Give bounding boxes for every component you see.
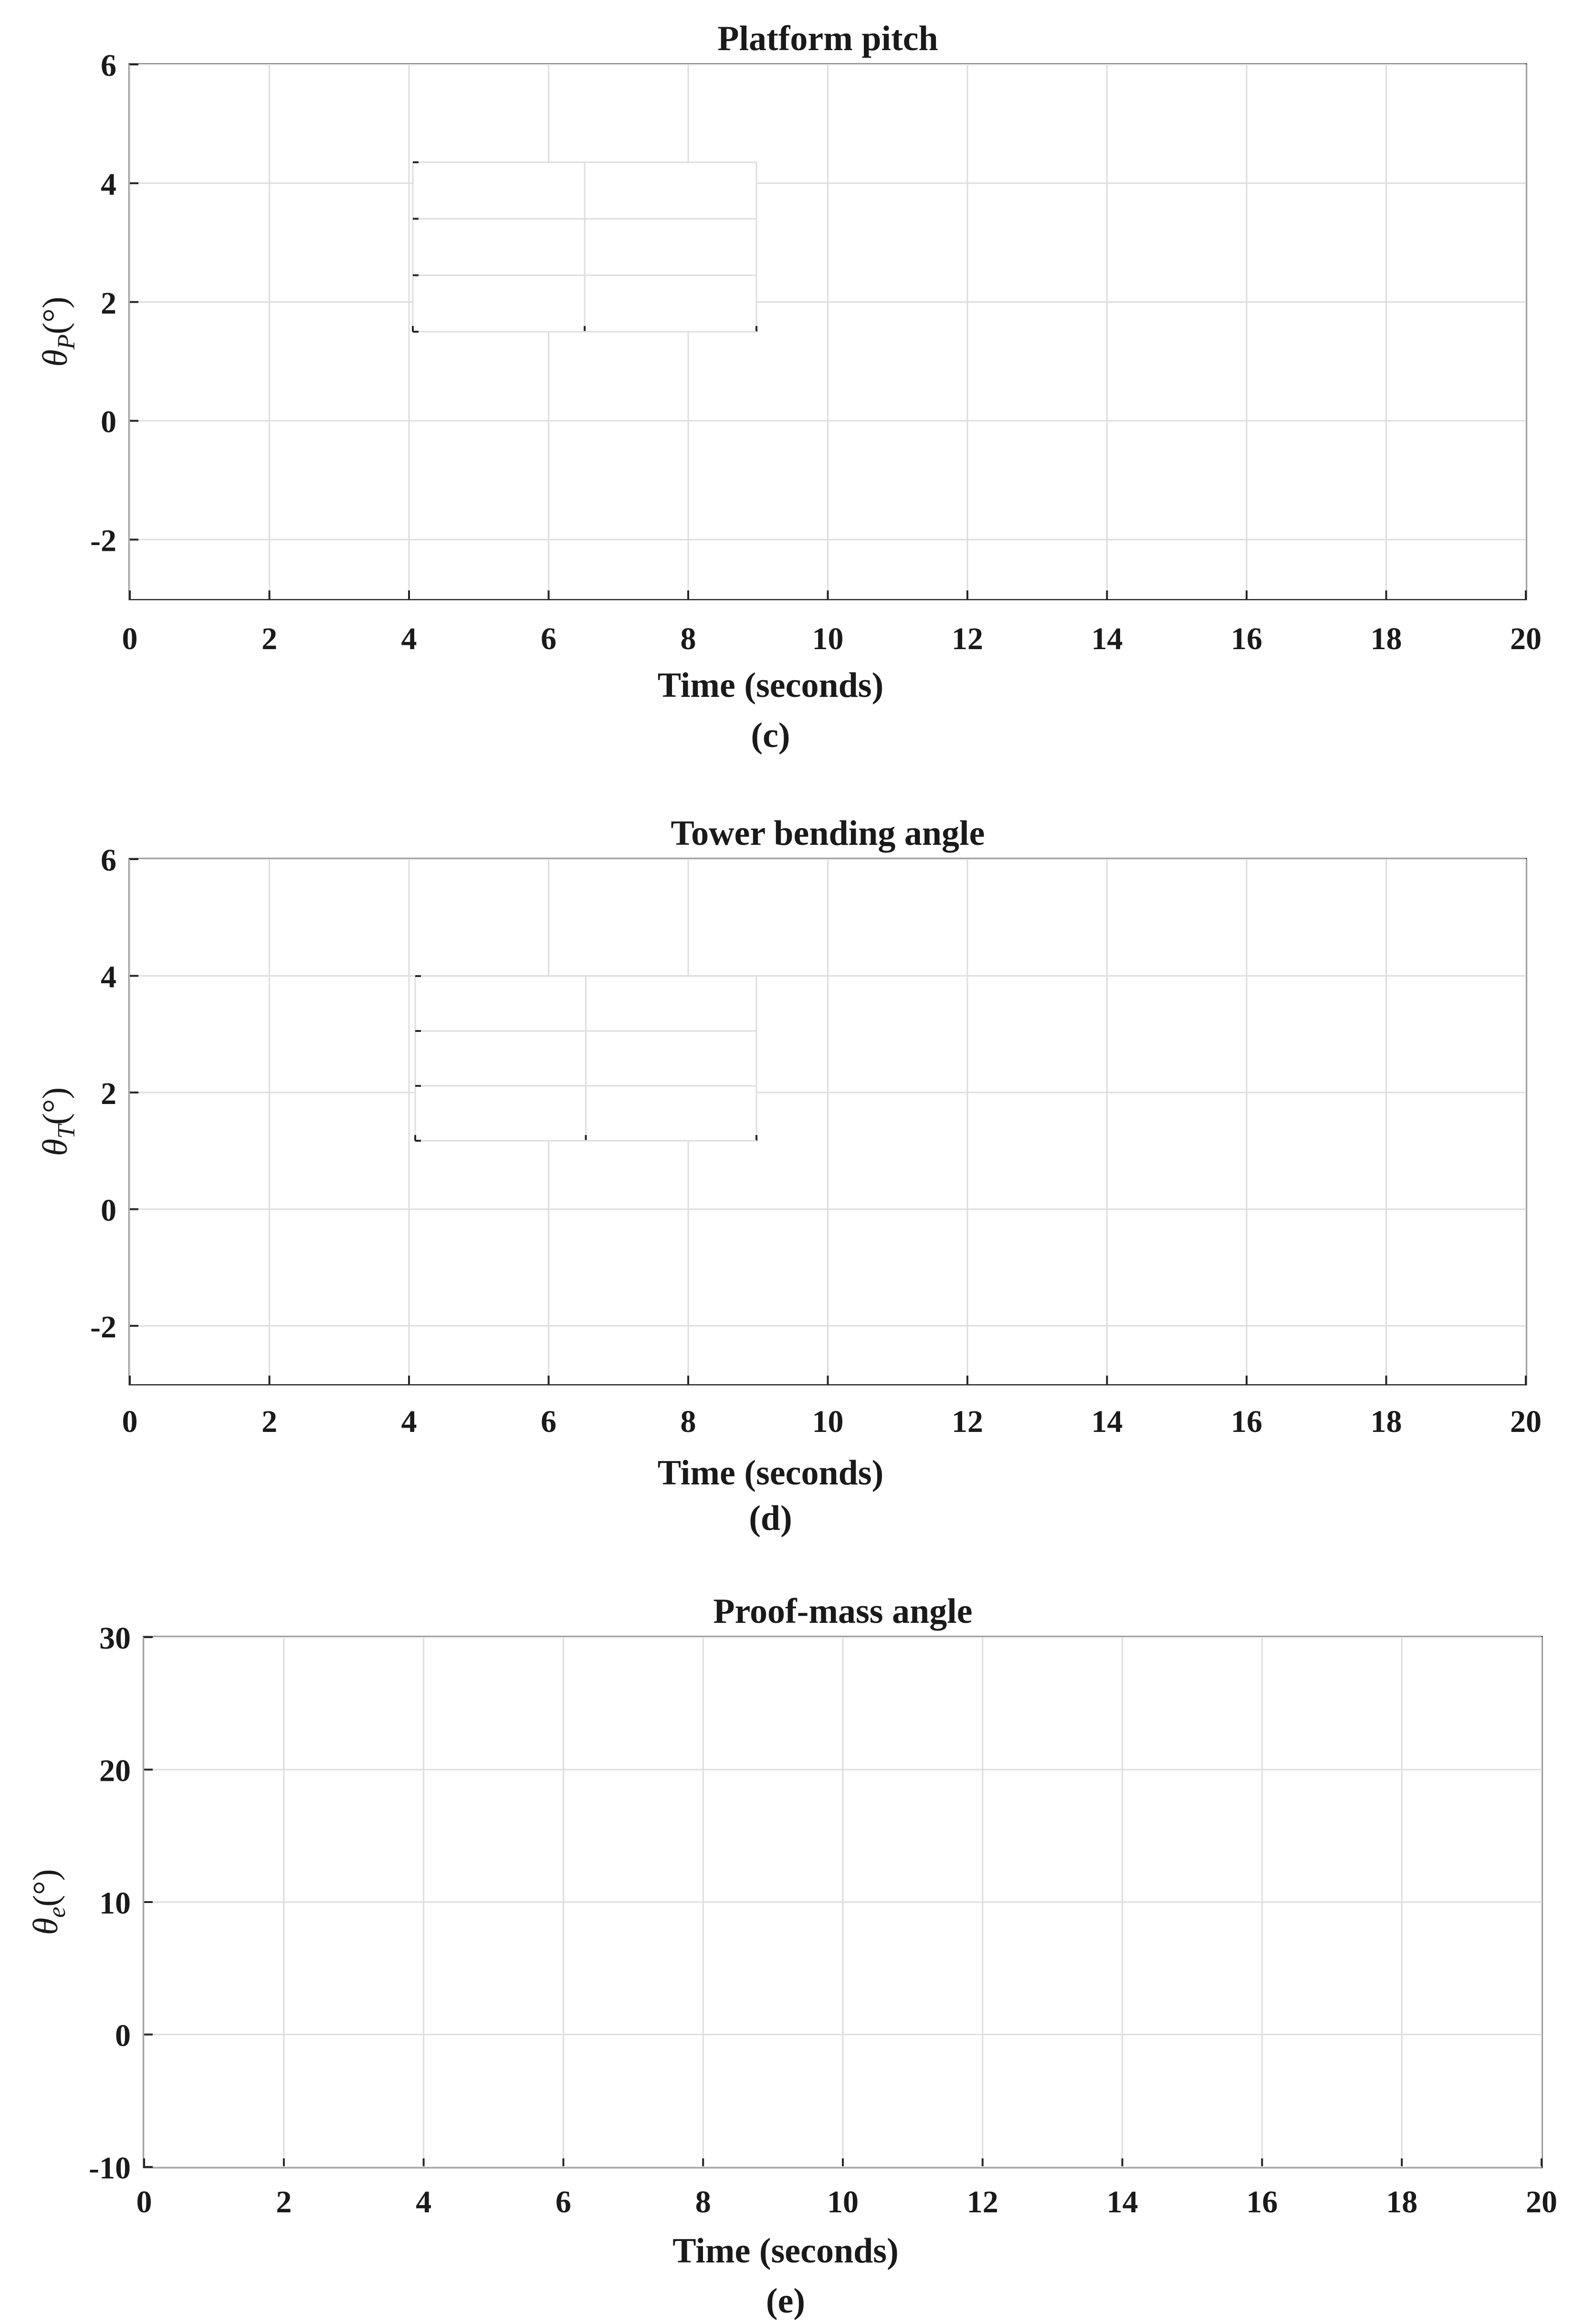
x-tick-label: 12 xyxy=(952,621,983,656)
x-tick-label: 16 xyxy=(1246,2185,1278,2219)
x-tick-label: 20 xyxy=(1510,1404,1542,1439)
x-tick-label: 0 xyxy=(136,2185,152,2219)
x-tick-label: 4 xyxy=(401,1404,417,1439)
x-tick-label: 16 xyxy=(1231,1404,1262,1439)
y-label-subscript: T xyxy=(53,1124,80,1139)
y-tick-label: 2 xyxy=(101,1076,116,1111)
y-tick-label: 20 xyxy=(99,1754,131,1788)
x-tick-label: 18 xyxy=(1371,621,1402,656)
y-tick-label: 0 xyxy=(101,1193,116,1228)
y-label-unit: (°) xyxy=(36,1087,75,1125)
panel-label: (e) xyxy=(766,2282,805,2321)
axes-1 xyxy=(129,858,1527,1384)
y-tick-label: -2 xyxy=(90,524,116,558)
x-axis-label: Time (seconds) xyxy=(658,666,883,705)
y-tick-label: -2 xyxy=(90,1310,116,1345)
y-label-unit: (°) xyxy=(26,1869,65,1907)
x-tick-label: 6 xyxy=(556,2185,571,2219)
y-tick-label: 6 xyxy=(101,48,116,83)
y-tick-label: 6 xyxy=(101,843,116,878)
x-tick-label: 16 xyxy=(1231,621,1262,656)
x-axis-label: Time (seconds) xyxy=(658,1453,883,1493)
y-label-symbol: θ xyxy=(36,349,75,367)
chart-title: Proof-mass angle xyxy=(713,1592,972,1631)
x-tick-label: 18 xyxy=(1386,2185,1417,2219)
x-tick-label: 14 xyxy=(1091,621,1123,656)
x-tick-label: 10 xyxy=(812,1404,844,1439)
x-tick-label: 20 xyxy=(1526,2185,1557,2219)
x-tick-label: 12 xyxy=(952,1404,983,1439)
x-tick-label: 2 xyxy=(262,621,277,656)
chart-title: Platform pitch xyxy=(717,19,938,58)
y-tick-label: 2 xyxy=(101,286,116,321)
x-tick-label: 12 xyxy=(967,2185,998,2219)
axes-0 xyxy=(129,63,1527,599)
y-label-unit: (°) xyxy=(36,296,75,334)
y-tick-label: 0 xyxy=(101,405,116,440)
inset-axes-0 xyxy=(412,161,757,333)
x-tick-label: 4 xyxy=(416,2185,431,2219)
x-tick-label: 2 xyxy=(262,1404,277,1439)
panel-label: (d) xyxy=(749,1499,792,1538)
y-axis-label: θT(°) xyxy=(36,1087,80,1156)
x-tick-label: 6 xyxy=(541,1404,556,1439)
y-label-symbol: θ xyxy=(26,1918,65,1935)
x-axis-label: Time (seconds) xyxy=(672,2231,898,2271)
x-tick-label: 2 xyxy=(276,2185,292,2219)
x-tick-label: 10 xyxy=(827,2185,859,2219)
y-tick-label: 4 xyxy=(101,959,116,994)
y-tick-label: -10 xyxy=(89,2151,131,2186)
panel-label: (c) xyxy=(751,716,790,755)
y-tick-label: 30 xyxy=(99,1621,131,1656)
x-tick-label: 0 xyxy=(122,1404,138,1439)
x-tick-label: 6 xyxy=(541,621,556,656)
x-tick-label: 20 xyxy=(1510,621,1542,656)
x-tick-label: 14 xyxy=(1091,1404,1123,1439)
axes-2 xyxy=(143,1636,1543,2168)
y-axis-label: θP(°) xyxy=(36,296,80,367)
y-label-subscript: P xyxy=(53,334,80,350)
x-tick-label: 8 xyxy=(681,621,696,656)
x-tick-label: 4 xyxy=(401,621,417,656)
x-tick-label: 18 xyxy=(1371,1404,1402,1439)
y-label-subscript: e xyxy=(43,1907,71,1918)
x-tick-label: 0 xyxy=(122,621,138,656)
x-tick-label: 8 xyxy=(695,2185,711,2219)
y-tick-label: 4 xyxy=(101,167,116,202)
y-tick-label: 0 xyxy=(115,2019,131,2053)
y-tick-label: 10 xyxy=(99,1886,131,1921)
x-tick-label: 8 xyxy=(681,1404,696,1439)
y-axis-label: θe(°) xyxy=(26,1869,71,1935)
x-tick-label: 10 xyxy=(812,621,844,656)
chart-title: Tower bending angle xyxy=(671,814,985,853)
x-tick-label: 14 xyxy=(1107,2185,1138,2219)
inset-axes-1 xyxy=(414,975,757,1142)
y-label-symbol: θ xyxy=(36,1139,75,1156)
